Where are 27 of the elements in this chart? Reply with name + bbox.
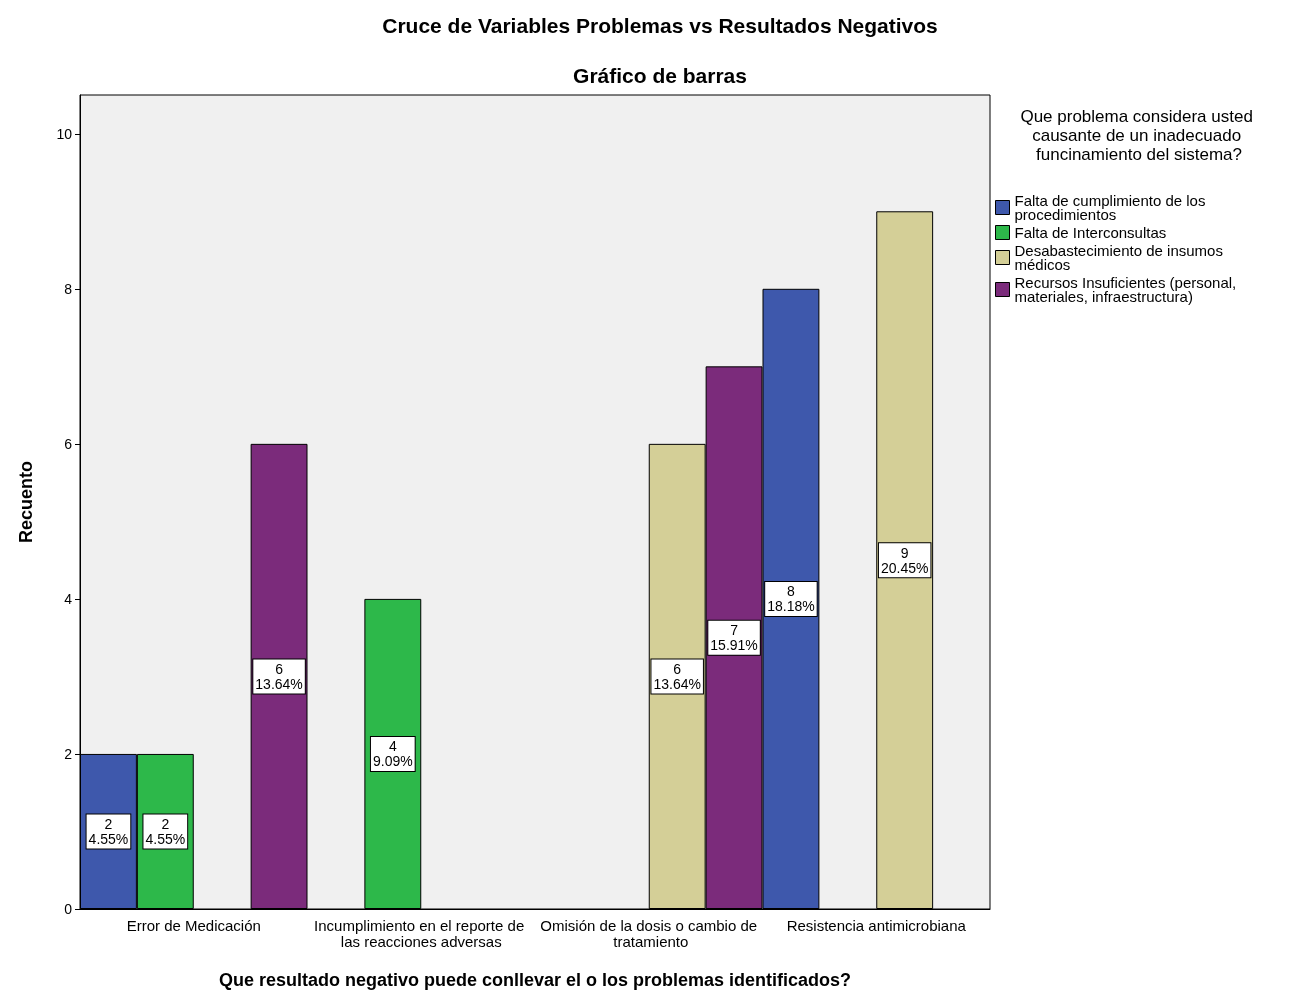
data-label: 9 20.45% — [880, 544, 929, 576]
y-tick-label: 8 — [64, 280, 73, 297]
data-label: 4 9.09% — [372, 738, 413, 770]
data-label: 7 15.91% — [710, 622, 758, 654]
x-tick-label: Omisión de la dosis o cambio de tratamiento — [540, 916, 758, 950]
legend-label: Desabastecimiento de insumos médicos — [1014, 242, 1228, 273]
data-label: 6 13.64% — [653, 660, 701, 692]
data-label: 6 13.64% — [255, 660, 303, 692]
y-tick-label: 10 — [56, 125, 73, 142]
x-tick-label: Error de Medicación — [126, 916, 261, 934]
chart-subtitle: Gráfico de barras — [573, 64, 747, 87]
legend-label: Falta de cumplimiento de los procedimientos — [1014, 192, 1210, 223]
legend-label: Falta de Interconsultas — [1014, 224, 1167, 241]
y-tick-label: 2 — [64, 745, 73, 762]
x-tick-label: Incumplimiento en el reporte de las reacciones adversas — [314, 916, 529, 950]
x-tick-label: Resistencia antimicrobiana — [786, 916, 967, 934]
y-tick-label: 0 — [64, 901, 73, 917]
y-axis-title: Recuento — [16, 460, 36, 544]
y-tick-label: 4 — [64, 590, 73, 607]
chart-title: Cruce de Variables Problemas vs Resultados Negativos — [382, 14, 938, 37]
data-label: 2 4.55% — [88, 815, 129, 847]
data-label: 2 4.55% — [145, 815, 186, 847]
x-axis-title: Que resultado negativo puede conllevar el o los problemas identificados? — [218, 970, 852, 990]
legend-title: Que problema considera usted causante de un inadecuado funcinamiento del sistema? — [1020, 107, 1258, 164]
data-label: 8 18.18% — [767, 583, 815, 615]
legend-label: Recursos Insuficientes (personal, materiales, infraestructura) — [1014, 274, 1241, 305]
y-tick-label: 6 — [64, 435, 73, 452]
